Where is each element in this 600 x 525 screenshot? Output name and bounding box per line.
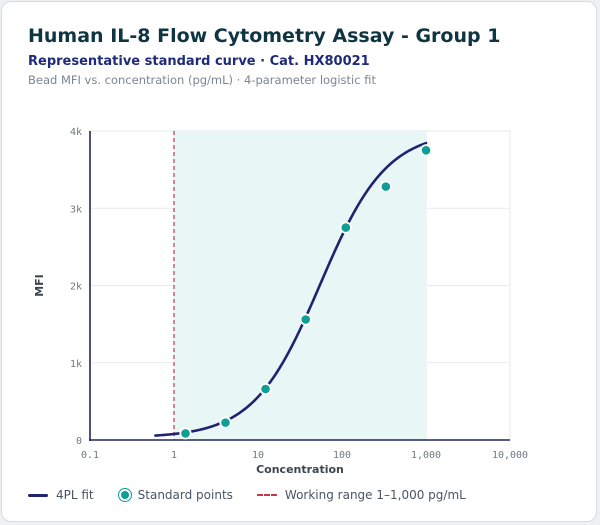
legend-item-fit: 4PL fit bbox=[28, 488, 94, 502]
standard-point bbox=[219, 416, 232, 429]
legend-label-fit: 4PL fit bbox=[56, 488, 94, 502]
chart-caption: Bead MFI vs. concentration (pg/mL) · 4-p… bbox=[28, 73, 376, 87]
legend-swatch-fit-line bbox=[28, 493, 48, 497]
standard-point bbox=[379, 180, 392, 193]
chart-title: Human IL-8 Flow Cytometry Assay - Group … bbox=[28, 25, 501, 47]
y-tick-label: 1k bbox=[70, 359, 82, 370]
legend-label-range: Working range 1–1,000 pg/mL bbox=[284, 488, 466, 502]
legend-swatch-range-line bbox=[256, 494, 277, 496]
chart-legend: 4PL fit Standard points Working range 1–… bbox=[28, 488, 490, 502]
y-tick-label: 4k bbox=[70, 127, 82, 138]
y-tick-label: 0 bbox=[76, 436, 82, 447]
standard-point bbox=[179, 427, 192, 440]
standard-point bbox=[339, 221, 352, 234]
x-tick-label: 0.1 bbox=[81, 450, 99, 461]
x-tick-label: 1 bbox=[171, 450, 177, 461]
legend-swatch-point-ring bbox=[118, 488, 132, 502]
x-tick-label: 10,000 bbox=[492, 450, 528, 461]
chart-subtitle: Representative standard curve · Cat. HX8… bbox=[28, 54, 370, 69]
standard-point bbox=[419, 144, 433, 157]
legend-item-range: Working range 1–1,000 pg/mL bbox=[256, 488, 466, 502]
working-range-band bbox=[174, 131, 426, 440]
x-tick-label: 1,000 bbox=[411, 450, 441, 461]
legend-item-points: Standard points bbox=[118, 488, 233, 502]
y-axis-title: MFI bbox=[33, 274, 46, 297]
legend-label-points: Standard points bbox=[137, 488, 233, 502]
standard-point bbox=[299, 313, 312, 326]
fit-curve-line bbox=[154, 141, 428, 437]
standard-point bbox=[259, 382, 272, 396]
y-tick-label: 2k bbox=[70, 282, 82, 293]
legend-swatch-point bbox=[118, 489, 131, 501]
y-tick-label: 3k bbox=[70, 204, 82, 215]
x-axis-title: Concentration bbox=[256, 463, 344, 476]
x-tick-label: 100 bbox=[333, 450, 351, 461]
x-tick-label: 10 bbox=[252, 450, 264, 461]
